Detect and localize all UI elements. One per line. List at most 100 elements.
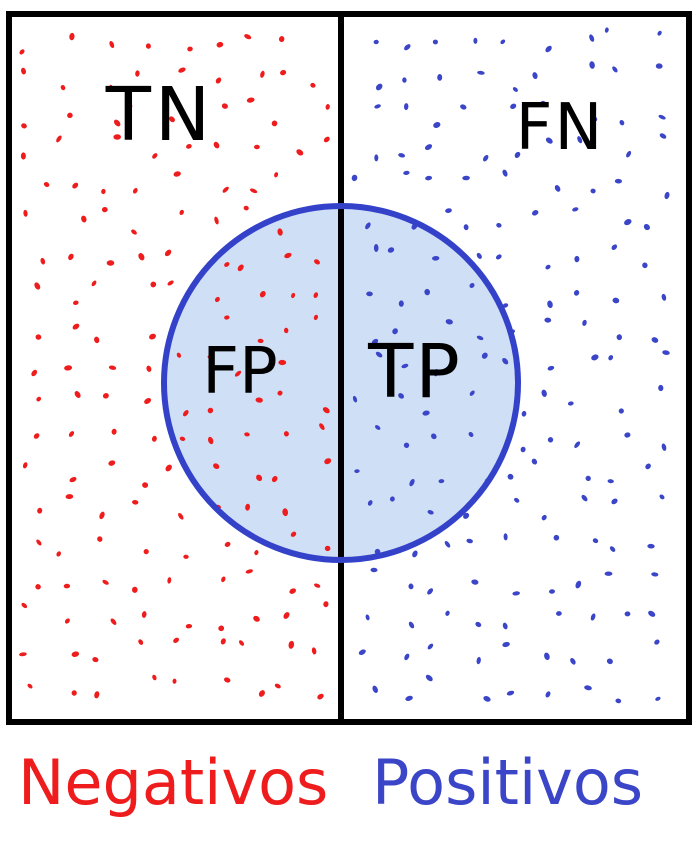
negative-sample-dot — [43, 182, 50, 187]
positive-sample-dot — [462, 175, 470, 181]
positive-sample-dot — [433, 122, 441, 128]
negative-sample-dot — [36, 396, 42, 402]
negative-sample-dot — [289, 588, 296, 594]
positive-sample-dot — [545, 691, 551, 698]
positive-sample-dot — [606, 658, 613, 665]
positive-sample-dot — [471, 579, 479, 585]
negative-sample-dot — [244, 432, 250, 437]
positive-sample-dot — [608, 355, 614, 361]
positive-sample-dot — [612, 297, 620, 304]
negative-sample-dot — [60, 85, 66, 91]
positive-sample-dot — [425, 175, 433, 181]
positive-sample-dot — [404, 44, 411, 51]
positive-sample-dot — [481, 352, 488, 359]
positive-sample-dot — [404, 653, 410, 661]
negative-sample-dot — [187, 46, 193, 52]
negative-sample-dot — [324, 458, 332, 465]
negative-sample-dot — [313, 292, 319, 298]
negative-sample-dot — [19, 49, 25, 55]
positive-sample-dot — [612, 66, 618, 73]
negative-sample-dot — [291, 292, 296, 299]
positive-sample-dot — [405, 695, 413, 702]
positive-sample-dot — [387, 247, 395, 253]
positive-sample-dot — [466, 538, 473, 544]
positive-sample-dot — [589, 61, 595, 69]
negative-sample-dot — [33, 433, 40, 439]
negative-sample-dot — [246, 97, 255, 103]
population-frame — [6, 11, 692, 725]
positive-sample-dot — [507, 473, 514, 480]
negative-sample-dot — [249, 188, 258, 194]
negative-sample-dot — [23, 209, 28, 217]
negative-sample-dot — [280, 69, 287, 76]
negative-sample-dot — [254, 550, 259, 556]
positive-sample-dot — [473, 37, 478, 44]
positive-sample-dot — [398, 153, 406, 158]
negative-sample-dot — [172, 678, 177, 684]
positive-sample-dot — [371, 338, 379, 345]
negative-sample-dot — [234, 370, 242, 377]
positive-sample-dot — [424, 288, 431, 296]
negative-sample-dot — [108, 460, 116, 466]
negative-sample-dot — [106, 260, 115, 266]
negative-sample-dot — [224, 315, 230, 320]
negative-sample-dot — [144, 397, 152, 405]
positive-sample-dot — [412, 550, 418, 558]
negative-sample-dot — [224, 541, 231, 547]
negative-sample-dot — [324, 545, 331, 552]
positive-sample-dot — [570, 658, 576, 665]
positive-sample-dot — [403, 170, 410, 176]
positive-sample-dot — [389, 496, 395, 502]
negative-sample-dot — [40, 257, 46, 265]
negative-sample-dot — [73, 300, 79, 306]
negative-sample-dot — [296, 149, 304, 156]
positive-sample-dot — [403, 442, 410, 448]
positive-sample-dot — [556, 611, 562, 616]
positive-sample-dot — [624, 611, 631, 617]
positive-sample-dot — [468, 431, 474, 438]
positive-sample-dot — [358, 649, 366, 655]
positive-sample-dot — [483, 696, 491, 702]
negative-sample-dot — [325, 104, 330, 110]
negative-sample-dot — [176, 352, 182, 358]
negative-sample-dot — [274, 172, 279, 178]
negative-sample-dot — [178, 67, 186, 73]
negative-sample-dot — [132, 187, 138, 194]
positive-sample-dot — [427, 510, 434, 515]
negative-sample-dot — [253, 615, 260, 622]
positive-sample-dot — [585, 475, 591, 482]
positive-sample-dot — [403, 103, 409, 111]
positive-sample-dot — [590, 188, 596, 194]
positive-sample-dot — [375, 351, 383, 358]
negative-sample-dot — [220, 638, 226, 645]
positive-sample-dot — [373, 244, 379, 252]
positive-sample-dot — [502, 357, 509, 365]
negative-sample-dot — [72, 182, 79, 189]
negative-sample-dot — [109, 40, 115, 49]
positive-sample-dot — [592, 538, 599, 544]
positive-sample-dot — [424, 144, 433, 151]
negative-sample-dot — [288, 640, 295, 649]
negative-sample-dot — [259, 291, 266, 298]
positive-sample-dot — [547, 365, 555, 371]
negative-sample-dot — [167, 577, 172, 584]
negative-sample-dot — [218, 625, 225, 632]
positive-sample-dot — [661, 443, 667, 451]
positive-sample-dot — [643, 224, 650, 231]
positive-sample-dot — [541, 389, 547, 397]
positive-sample-dot — [408, 621, 415, 629]
positive-sample-dot — [438, 479, 445, 484]
positive-sample-dot — [432, 255, 440, 261]
negative-sample-dot — [179, 209, 184, 215]
positive-sample-dot — [476, 656, 481, 665]
negative-sample-dot — [322, 407, 330, 414]
negative-sample-dot — [74, 391, 81, 398]
negative-sample-dot — [165, 464, 172, 472]
positive-sample-dot — [475, 621, 482, 628]
positive-sample-dot — [502, 169, 508, 177]
positive-sample-dot — [476, 252, 482, 259]
negatives-label: Negativos — [18, 746, 329, 819]
positive-sample-dot — [611, 244, 618, 250]
negative-sample-dot — [94, 691, 100, 699]
positive-sample-dot — [567, 401, 574, 406]
